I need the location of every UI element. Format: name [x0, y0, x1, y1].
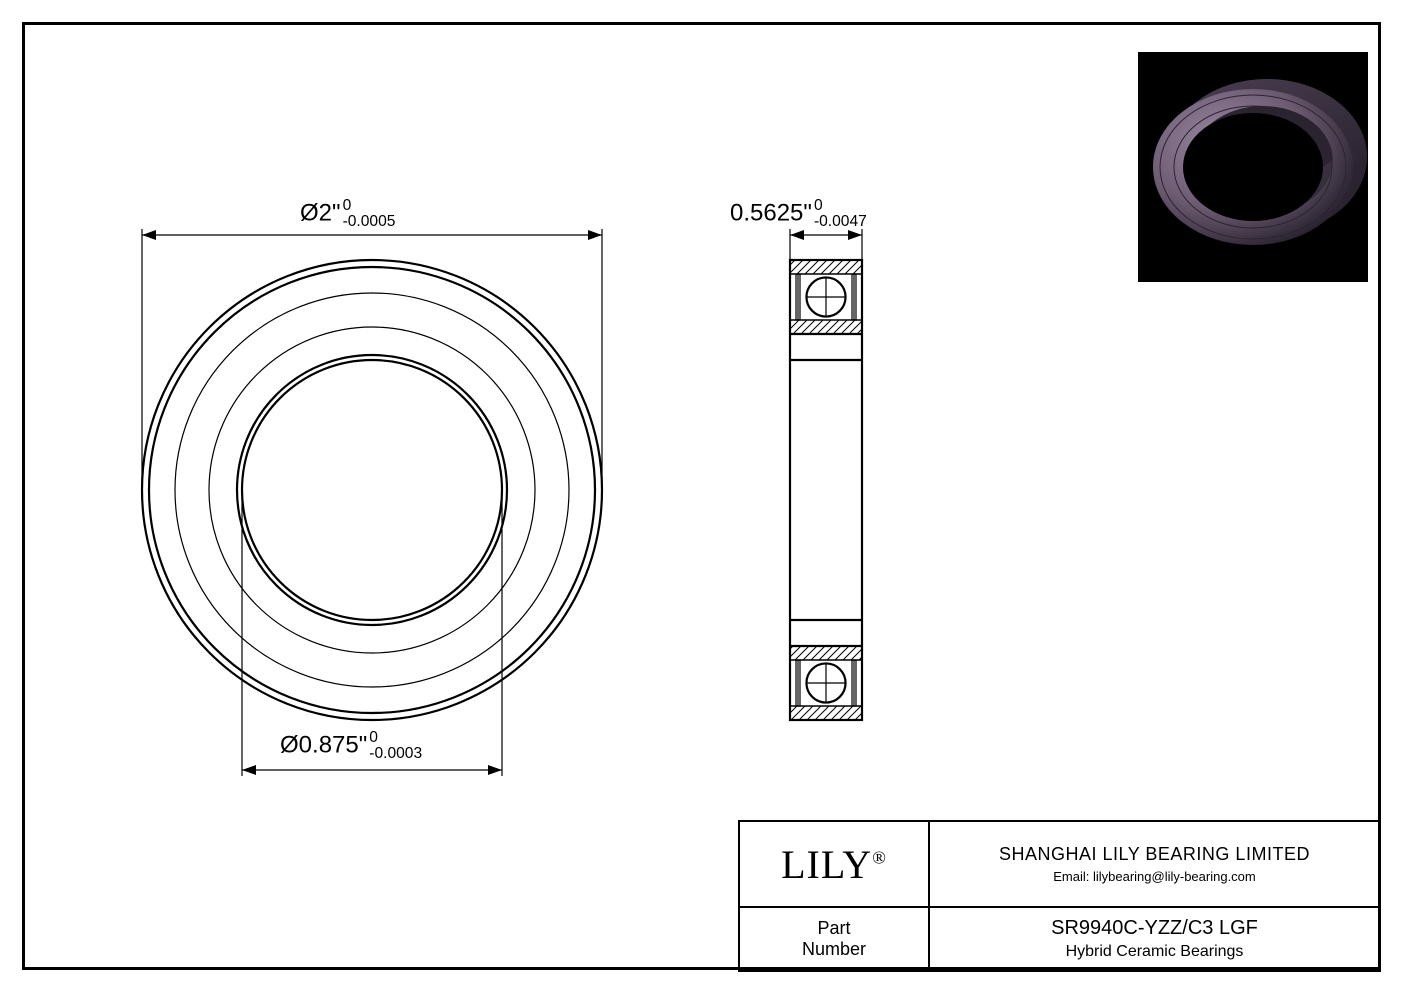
dim-width: 0.5625"0-0.0047: [730, 198, 867, 231]
dim-width-tol-lower: -0.0047: [814, 214, 867, 230]
company-cell: SHANGHAI LILY BEARING LIMITED Email: lil…: [929, 821, 1380, 907]
company-name: SHANGHAI LILY BEARING LIMITED: [940, 844, 1369, 865]
side-view: [730, 165, 922, 770]
dim-inner-unit: ": [359, 732, 368, 759]
dim-outer-prefix: Ø: [300, 200, 319, 227]
part-label-line1: Part: [750, 918, 918, 939]
dim-inner-diameter: Ø0.875"0-0.0003: [280, 730, 422, 763]
dim-width-unit: ": [803, 200, 812, 227]
logo-cell: LILY®: [739, 821, 929, 907]
part-label-line2: Number: [750, 939, 918, 960]
dim-outer-unit: ": [332, 200, 341, 227]
dim-outer-tol-lower: -0.0005: [343, 214, 396, 230]
part-number: SR9940C-YZZ/C3 LGF: [940, 917, 1369, 940]
dim-inner-value: 0.875: [299, 732, 359, 759]
part-value-cell: SR9940C-YZZ/C3 LGF Hybrid Ceramic Bearin…: [929, 907, 1380, 971]
dim-outer-value: 2: [319, 200, 332, 227]
dim-outer-diameter: Ø2"0-0.0005: [300, 198, 395, 231]
dim-outer-tol-upper: 0: [343, 198, 396, 214]
title-block: LILY® SHANGHAI LILY BEARING LIMITED Emai…: [738, 820, 1381, 970]
part-label-cell: Part Number: [739, 907, 929, 971]
dim-width-tol-upper: 0: [814, 198, 867, 214]
dim-inner-tol-lower: -0.0003: [369, 746, 422, 762]
email-label: Email:: [1053, 869, 1089, 884]
logo-registered: ®: [872, 847, 887, 867]
email-value: lilybearing@lily-bearing.com: [1093, 869, 1256, 884]
part-description: Hybrid Ceramic Bearings: [940, 943, 1369, 961]
dim-width-value: 0.5625: [730, 200, 803, 227]
dim-inner-prefix: Ø: [280, 732, 299, 759]
bearing-3d-render: [1138, 52, 1368, 282]
dim-inner-tol-upper: 0: [369, 730, 422, 746]
logo-text: LILY: [781, 842, 872, 887]
